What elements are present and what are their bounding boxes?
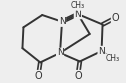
- Text: O: O: [74, 71, 82, 81]
- Text: O: O: [35, 71, 42, 81]
- Text: N: N: [74, 10, 81, 19]
- Text: CH₃: CH₃: [105, 54, 120, 63]
- Text: CH₃: CH₃: [71, 1, 85, 10]
- Text: N: N: [57, 48, 63, 57]
- Text: N: N: [59, 17, 65, 26]
- Text: O: O: [112, 13, 119, 23]
- Text: N: N: [98, 47, 105, 56]
